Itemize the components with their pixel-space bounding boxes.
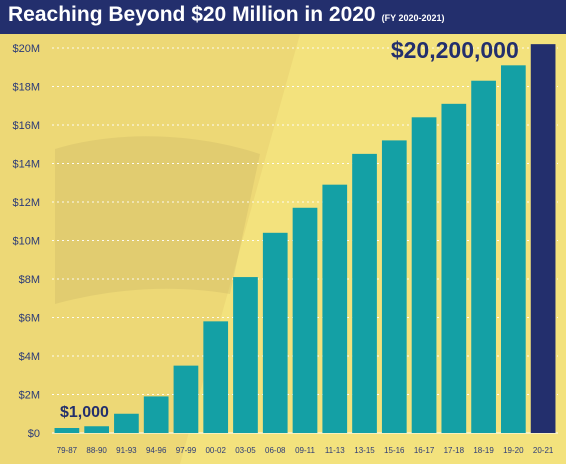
bar-19-20 [501,65,526,433]
y-tick-label: $6M [19,313,40,325]
x-tick-label: 97-99 [176,446,197,455]
y-tick-label: $16M [12,120,40,132]
x-tick-label: 13-15 [354,446,375,455]
x-tick-label: 09-11 [295,446,315,455]
bar-15-16 [381,140,407,433]
x-tick-label: 94-96 [146,446,167,455]
bar-97-99 [173,365,199,433]
y-tick-label: $2M [19,390,40,402]
bar-16-17 [411,117,437,434]
title-bar: Reaching Beyond $20 Million in 2020 (FY 2… [0,0,566,34]
bar-11-13 [322,184,348,433]
bar-chart: $0 $2M $4M $6M $8M $10M $12M $14M $16M $18M $20M 79… [0,34,558,464]
bar-00-02 [203,321,229,433]
bar-88-90 [84,426,109,433]
y-tick-label: $4M [19,351,40,363]
x-tick-label: 11-13 [325,446,345,455]
x-tick-label: 79-87 [57,446,78,455]
bar-17-18 [441,103,467,433]
bar-06-08 [262,232,288,433]
y-tick-label: $12M [12,197,40,209]
y-tick-label: $14M [12,159,40,171]
x-tick-label: 17-18 [444,446,465,455]
annotation-end-value: $20,200,000 [391,37,519,63]
y-tick-label: $20M [12,43,40,55]
y-tick-label: $8M [19,274,40,286]
x-tick-label: 00-02 [205,446,226,455]
y-tick-label: $0 [28,428,40,440]
bar-94-96 [143,396,169,433]
bar-09-11 [292,207,318,433]
x-tick-label: 20-21 [533,446,554,455]
x-tick-label: 16-17 [414,446,435,455]
chart-title-text: Reaching Beyond $20 Million in 2020 [8,3,376,26]
bar-18-19 [471,80,496,433]
background-shade-detail [55,136,260,304]
x-tick-label: 03-05 [235,446,256,455]
chart-title: Reaching Beyond $20 Million in 2020 (FY 2… [8,3,444,27]
y-tick-label: $10M [12,236,40,248]
x-tick-label: 06-08 [265,446,286,455]
annotation-start-value: $1,000 [60,404,109,421]
x-tick-label: 19-20 [503,446,524,455]
x-tick-label: 15-16 [384,446,405,455]
chart-subtitle: (FY 2020-2021) [381,13,445,23]
background-shade [0,34,300,464]
bar-03-05 [233,277,258,433]
bar-79-87 [54,428,80,433]
bar-13-15 [352,153,377,433]
x-tick-label: 91-93 [116,446,137,455]
y-tick-label: $18M [12,82,40,94]
bar-20-21 [530,44,556,434]
x-tick-label: 88-90 [86,446,107,455]
x-tick-label: 18-19 [473,446,494,455]
bar-91-93 [114,413,139,433]
